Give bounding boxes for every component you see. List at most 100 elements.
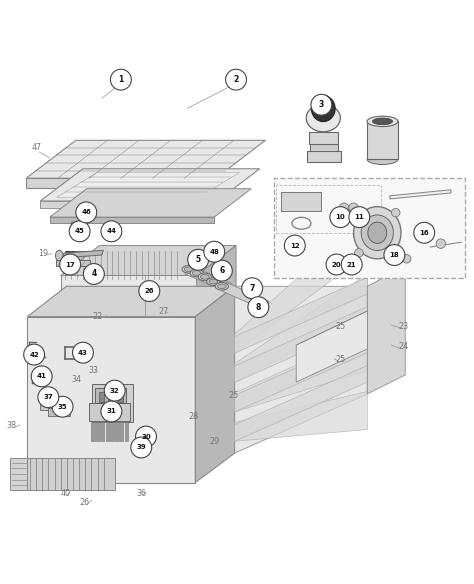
- Polygon shape: [367, 266, 405, 394]
- Text: 22: 22: [92, 312, 102, 321]
- Ellipse shape: [182, 266, 195, 273]
- Text: 44: 44: [106, 228, 117, 234]
- Circle shape: [69, 221, 90, 242]
- Polygon shape: [26, 140, 265, 178]
- Polygon shape: [103, 227, 119, 236]
- Ellipse shape: [373, 118, 392, 124]
- Polygon shape: [40, 201, 217, 208]
- Ellipse shape: [367, 116, 398, 127]
- Text: 46: 46: [82, 210, 91, 215]
- Circle shape: [76, 202, 97, 223]
- Text: 18: 18: [390, 252, 399, 258]
- Polygon shape: [56, 260, 90, 266]
- Text: 24: 24: [399, 342, 409, 351]
- Text: 47: 47: [32, 143, 42, 152]
- Polygon shape: [50, 189, 251, 217]
- Text: 20: 20: [332, 262, 341, 267]
- Polygon shape: [57, 172, 239, 197]
- Ellipse shape: [218, 284, 226, 288]
- Polygon shape: [235, 277, 367, 353]
- Ellipse shape: [55, 251, 63, 260]
- Text: 43: 43: [78, 350, 88, 356]
- Ellipse shape: [367, 154, 398, 165]
- Bar: [118, 391, 123, 402]
- Circle shape: [73, 342, 93, 363]
- Polygon shape: [92, 384, 133, 422]
- Text: 32: 32: [110, 388, 119, 394]
- Text: 25: 25: [228, 391, 238, 400]
- Circle shape: [392, 208, 400, 217]
- Text: 45: 45: [75, 228, 84, 234]
- Ellipse shape: [184, 267, 193, 272]
- Circle shape: [349, 207, 370, 228]
- Polygon shape: [27, 317, 195, 482]
- Polygon shape: [40, 169, 260, 201]
- Text: 41: 41: [37, 373, 46, 380]
- Circle shape: [38, 387, 59, 408]
- Circle shape: [110, 69, 131, 90]
- Text: 21: 21: [347, 262, 356, 267]
- Text: 1: 1: [118, 75, 124, 84]
- Polygon shape: [48, 408, 70, 416]
- Polygon shape: [63, 251, 103, 258]
- Circle shape: [384, 245, 405, 266]
- Circle shape: [101, 401, 122, 422]
- Polygon shape: [185, 266, 231, 291]
- Bar: [125, 422, 128, 442]
- Circle shape: [242, 278, 263, 298]
- Text: 34: 34: [72, 375, 82, 384]
- Bar: [307, 151, 341, 162]
- Polygon shape: [235, 366, 367, 442]
- Ellipse shape: [198, 273, 211, 281]
- Circle shape: [211, 260, 232, 281]
- Circle shape: [349, 203, 358, 213]
- Bar: [120, 422, 123, 442]
- Text: 23: 23: [399, 322, 409, 331]
- Polygon shape: [70, 222, 86, 233]
- Bar: [309, 132, 338, 144]
- Circle shape: [341, 254, 362, 275]
- Text: 10: 10: [336, 214, 345, 220]
- Polygon shape: [95, 388, 126, 404]
- Text: 16: 16: [419, 230, 429, 236]
- Polygon shape: [40, 397, 53, 409]
- Bar: [65, 251, 183, 279]
- Ellipse shape: [316, 104, 321, 113]
- Text: 31: 31: [107, 408, 116, 415]
- Bar: [310, 142, 338, 151]
- Polygon shape: [235, 215, 367, 353]
- Ellipse shape: [311, 96, 335, 121]
- Circle shape: [339, 203, 349, 213]
- Circle shape: [284, 235, 305, 256]
- Bar: [91, 422, 95, 442]
- Text: 26: 26: [79, 498, 90, 507]
- Bar: [110, 422, 114, 442]
- Circle shape: [248, 297, 269, 318]
- Polygon shape: [61, 245, 236, 276]
- Polygon shape: [235, 286, 367, 453]
- Ellipse shape: [192, 270, 201, 276]
- Circle shape: [136, 426, 156, 447]
- Text: 26: 26: [145, 288, 154, 294]
- Polygon shape: [89, 404, 130, 421]
- Ellipse shape: [209, 279, 218, 284]
- Circle shape: [204, 241, 225, 262]
- Polygon shape: [195, 286, 235, 482]
- Text: 27: 27: [158, 307, 169, 317]
- Text: 36: 36: [136, 489, 146, 498]
- Text: 48: 48: [210, 249, 219, 255]
- Circle shape: [330, 207, 351, 228]
- Ellipse shape: [201, 274, 209, 279]
- Text: 7: 7: [249, 284, 255, 293]
- Circle shape: [392, 249, 400, 257]
- Circle shape: [226, 69, 246, 90]
- Circle shape: [139, 281, 160, 301]
- Circle shape: [326, 254, 347, 275]
- Circle shape: [355, 249, 363, 257]
- Bar: [99, 391, 104, 402]
- Text: 2: 2: [233, 75, 239, 84]
- Polygon shape: [10, 458, 27, 490]
- Ellipse shape: [207, 278, 220, 286]
- Text: 6: 6: [219, 266, 225, 275]
- Polygon shape: [222, 283, 269, 310]
